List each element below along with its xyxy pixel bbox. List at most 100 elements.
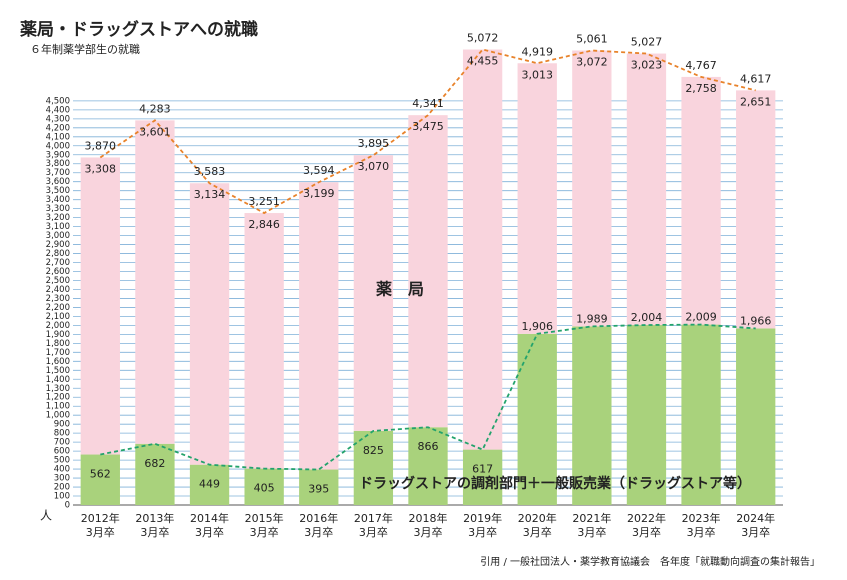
bar-segment xyxy=(408,427,448,505)
bar-segment xyxy=(299,182,339,470)
total-label: 4,767 xyxy=(685,59,717,72)
drugstore-label: 395 xyxy=(308,483,329,496)
y-tick-label: 1,900 xyxy=(46,330,70,340)
bar-segment xyxy=(626,325,667,505)
x-tick-line: 2020年 xyxy=(518,511,557,525)
pharmacy-label: 2,758 xyxy=(685,82,717,95)
y-tick-label: 2,000 xyxy=(46,321,70,331)
x-tick-line: 3月卒 xyxy=(468,525,497,539)
drugstore-label: 617 xyxy=(472,463,493,476)
total-label: 4,341 xyxy=(412,97,444,110)
x-tick-label: 2013年 3月卒 xyxy=(135,511,174,539)
y-tick-label: 2,300 xyxy=(46,294,70,304)
bar-segment xyxy=(736,90,776,329)
x-tick-line: 2018年 xyxy=(409,511,448,525)
y-tick-label: 3,800 xyxy=(46,159,70,169)
total-label: 4,919 xyxy=(521,45,553,58)
x-tick-line: 2021年 xyxy=(572,511,611,525)
x-tick-label: 2016年 3月卒 xyxy=(299,511,338,539)
y-tick-label: 4,200 xyxy=(46,123,70,133)
bar-segment xyxy=(135,120,175,444)
drugstore-label: 1,966 xyxy=(740,314,772,327)
bar-segment xyxy=(681,324,721,505)
drugstore-line xyxy=(100,323,756,471)
x-tick-line: 2019年 xyxy=(463,511,502,525)
bar-segment xyxy=(244,468,284,505)
pharmacy-label: 3,070 xyxy=(358,160,390,173)
x-tick-line: 2016年 xyxy=(299,511,338,525)
pharmacy-label: 2,651 xyxy=(740,95,772,108)
x-tick-line: 2014年 xyxy=(190,511,229,525)
x-tick-label: 2022年 3月卒 xyxy=(627,511,666,539)
y-tick-label: 600 xyxy=(54,447,70,457)
total-label: 5,027 xyxy=(631,36,663,49)
bar-segment xyxy=(189,464,230,505)
pharmacy-label: 2,846 xyxy=(248,218,280,231)
y-tick-label: 1,000 xyxy=(46,411,70,421)
pharmacy-label: 3,013 xyxy=(521,68,553,81)
y-tick-label: 4,000 xyxy=(46,141,70,151)
x-tick-line: 2013年 xyxy=(135,511,174,525)
total-label: 3,251 xyxy=(248,195,280,208)
x-tick-line: 3月卒 xyxy=(250,525,279,539)
bar-segment xyxy=(462,449,503,505)
y-tick-label: 3,700 xyxy=(46,168,70,178)
y-tick-label: 900 xyxy=(54,420,70,430)
bar-segment xyxy=(80,157,120,455)
y-tick-label: 3,400 xyxy=(46,195,70,205)
drugstore-label: 2,009 xyxy=(685,311,717,324)
y-tick-label: 2,600 xyxy=(46,267,70,277)
x-tick-label: 2023年 3月卒 xyxy=(682,511,721,539)
x-tick-label: 2019年 3月卒 xyxy=(463,511,502,539)
y-tick-label: 1,200 xyxy=(46,393,70,403)
y-tick-label: 3,200 xyxy=(46,213,70,223)
drugstore-label: 1,906 xyxy=(521,320,553,333)
bar-segment xyxy=(189,183,230,465)
y-tick-label: 1,500 xyxy=(46,366,70,376)
series-label: ドラッグストアの調剤部門＋一般販売業（ドラッグストア等） xyxy=(359,475,751,492)
total-label: 5,072 xyxy=(467,32,499,45)
bar-segment xyxy=(736,328,776,505)
x-tick-line: 2012年 xyxy=(81,511,120,525)
bar-segment xyxy=(353,430,394,505)
y-tick-label: 500 xyxy=(54,456,70,466)
x-tick-line: 3月卒 xyxy=(632,525,661,539)
bar-segment xyxy=(517,63,557,334)
total-label: 3,594 xyxy=(303,164,335,177)
bar-segment xyxy=(626,53,667,326)
x-tick-line: 3月卒 xyxy=(359,525,388,539)
total-label: 4,283 xyxy=(139,102,171,115)
x-tick-line: 3月卒 xyxy=(687,525,716,539)
drugstore-label: 682 xyxy=(144,457,165,470)
y-tick-label: 100 xyxy=(54,492,70,502)
x-tick-label: 2021年 3月卒 xyxy=(572,511,611,539)
y-tick-label: 3,600 xyxy=(46,177,70,187)
pharmacy-label: 3,072 xyxy=(576,56,608,69)
bar-segment xyxy=(299,469,339,505)
x-tick-line: 2015年 xyxy=(245,511,284,525)
y-tick-label: 4,300 xyxy=(46,114,70,124)
chart-title: 薬局・ドラッグストアへの就職 xyxy=(20,19,258,40)
y-tick-label: 1,600 xyxy=(46,357,70,367)
source-note: 引用 / 一般社団法人・薬学教育協議会 各年度「就職動向調査の集計報告」 xyxy=(480,555,820,568)
y-tick-label: 1,700 xyxy=(46,348,70,358)
drugstore-label: 562 xyxy=(90,468,111,481)
y-tick-label: 2,100 xyxy=(46,312,70,322)
bar-segment xyxy=(572,326,612,505)
bar-segment xyxy=(681,76,721,325)
y-tick-label: 1,300 xyxy=(46,384,70,394)
x-tick-line: 2017年 xyxy=(354,511,393,525)
x-tick-line: 3月卒 xyxy=(414,525,443,539)
y-axis-unit: 人 xyxy=(40,509,52,523)
drugstore-label: 1,989 xyxy=(576,312,608,325)
x-tick-line: 3月卒 xyxy=(741,525,770,539)
total-label: 4,617 xyxy=(740,72,772,85)
x-tick-label: 2014年 3月卒 xyxy=(190,511,229,539)
y-tick-label: 300 xyxy=(54,474,70,484)
x-tick-label: 2015年 3月卒 xyxy=(245,511,284,539)
y-tick-label: 4,400 xyxy=(46,105,70,115)
y-tick-label: 3,100 xyxy=(46,222,70,232)
y-tick-label: 0 xyxy=(65,501,70,511)
x-tick-line: 3月卒 xyxy=(304,525,333,539)
